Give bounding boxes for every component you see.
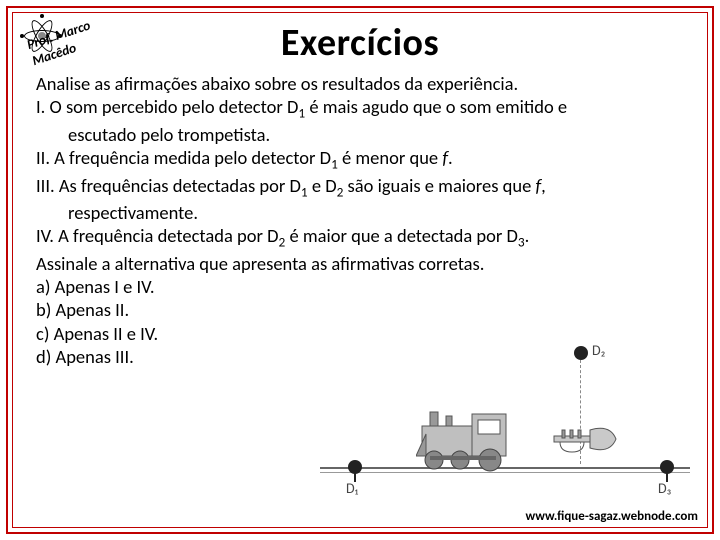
page-title: Exercícios <box>36 20 684 66</box>
text: é mais agudo que o som emitido e <box>305 95 567 118</box>
option-b: b) Apenas II. <box>36 298 684 321</box>
detector-d2 <box>574 346 588 360</box>
detector-d1 <box>348 460 362 474</box>
detector-d1-label: D₁ <box>346 480 358 497</box>
trumpet-icon <box>552 422 618 456</box>
text: . <box>525 224 530 247</box>
statement-i-cont: escutado pelo trompetista. <box>36 123 684 146</box>
text: . <box>448 146 453 169</box>
text: II. A frequência medida pelo detector D <box>36 146 331 169</box>
intro-line: Analise as afirmações abaixo sobre os re… <box>36 72 684 95</box>
text: são iguais e maiores que <box>343 174 535 197</box>
diagram: D₁ D₂ D₃ <box>320 342 690 502</box>
detector-d3-label: D₃ <box>658 480 671 497</box>
statement-iii-cont: respectivamente. <box>36 201 684 224</box>
text: IV. A frequência detectada por D <box>36 224 279 247</box>
option-a: a) Apenas I e IV. <box>36 275 684 298</box>
text: , <box>541 174 546 197</box>
rail-bottom <box>320 472 690 473</box>
logo: Prof. Marco Macêdo <box>12 10 132 88</box>
text: e D <box>308 174 337 197</box>
prompt-line: Assinale a alternativa que apresenta as … <box>36 252 684 275</box>
sub: 3 <box>518 234 525 251</box>
statement-iv: IV. A frequência detectada por D2 é maio… <box>36 224 684 251</box>
statement-iii: III. As frequências detectadas por D1 e … <box>36 174 684 201</box>
detector-d3 <box>660 460 674 474</box>
text: I. O som percebido pelo detector D <box>36 95 298 118</box>
footer-url: www.fique-sagaz.webnode.com <box>525 509 698 524</box>
statement-ii: II. A frequência medida pelo detector D1… <box>36 146 684 173</box>
detector-d2-label: D₂ <box>592 342 605 359</box>
sub: 1 <box>301 183 308 200</box>
text: é maior que a detectada por D <box>285 224 518 247</box>
text: III. As frequências detectadas por D <box>36 174 301 197</box>
exercise-body: Analise as afirmações abaixo sobre os re… <box>36 72 684 368</box>
statement-i: I. O som percebido pelo detector D1 é ma… <box>36 95 684 122</box>
sub: 1 <box>331 156 338 173</box>
text: é menor que <box>338 146 443 169</box>
locomotive-icon <box>416 406 544 472</box>
